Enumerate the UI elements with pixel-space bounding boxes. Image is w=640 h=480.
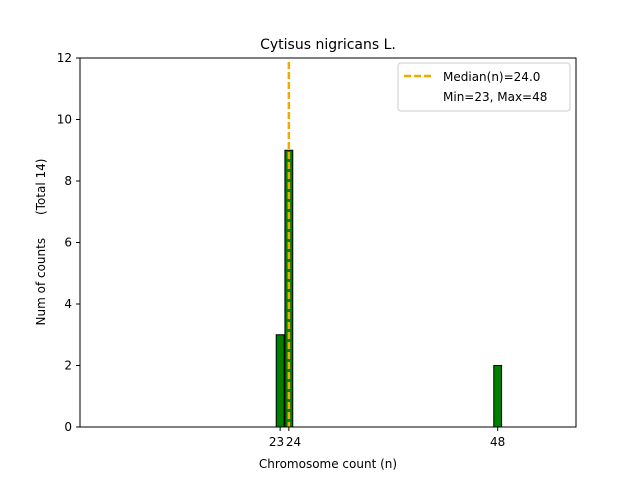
chart-title: Cytisus nigricans L. [260, 37, 396, 53]
y-axis-ticks: 0 2 4 6 8 10 12 [57, 51, 80, 434]
y-tick-label: 8 [64, 174, 72, 188]
x-tick-label: 24 [286, 435, 301, 449]
legend-entry-median: Median(n)=24.0 [443, 70, 540, 84]
y-axis-label: Num of counts (Total 14) [34, 159, 48, 326]
x-axis-ticks: 23 24 48 [269, 427, 505, 449]
y-tick-label: 12 [57, 51, 72, 65]
bar-48 [493, 365, 503, 428]
y-tick-label: 4 [64, 297, 72, 311]
y-tick-label: 10 [57, 113, 72, 127]
x-tick-label: 23 [269, 435, 284, 449]
y-tick-label: 0 [64, 420, 72, 434]
legend: Median(n)=24.0 Min=23, Max=48 [397, 62, 571, 112]
x-axis-label: Chromosome count (n) [259, 457, 397, 471]
bar-23 [275, 334, 285, 428]
legend-entry-minmax: Min=23, Max=48 [443, 90, 547, 104]
legend-box [397, 62, 571, 112]
x-tick-label: 48 [490, 435, 505, 449]
y-tick-label: 2 [64, 359, 72, 373]
y-tick-label: 6 [64, 236, 72, 250]
